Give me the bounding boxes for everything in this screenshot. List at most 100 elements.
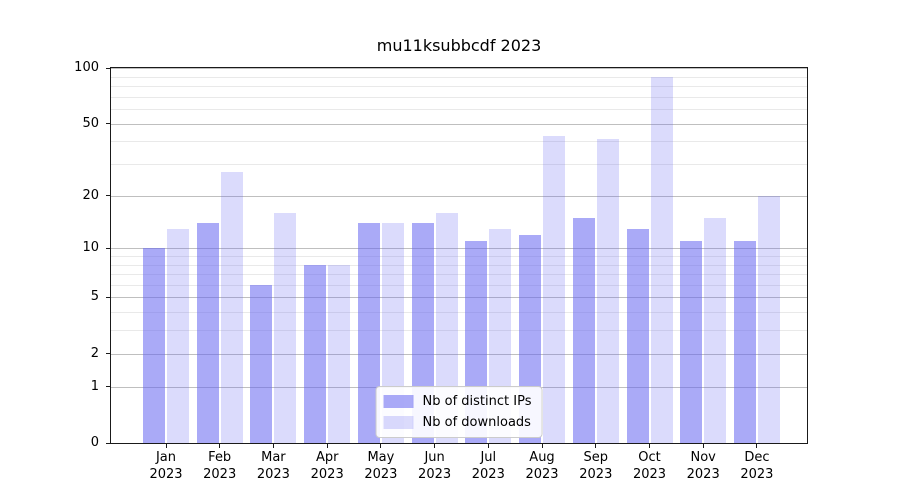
minor-gridline <box>111 76 807 78</box>
x-tick-label: May 2023 <box>349 449 413 483</box>
x-tick-mark <box>595 444 597 448</box>
bar-downloads <box>543 135 565 443</box>
major-gridline <box>111 248 807 250</box>
y-tick-label: 100 <box>74 60 99 75</box>
x-tick-label-year: 2023 <box>364 467 398 482</box>
legend: Nb of distinct IPs Nb of downloads <box>375 386 543 438</box>
x-tick-label-month: Dec <box>744 450 770 465</box>
x-tick-label: Feb 2023 <box>188 449 252 483</box>
major-gridline <box>111 68 807 69</box>
legend-swatch-distinct-ips <box>383 395 414 408</box>
y-tick-mark <box>106 353 110 355</box>
bar-downloads <box>650 76 673 443</box>
y-tick-mark <box>106 123 110 124</box>
x-tick-label-year: 2023 <box>579 467 613 482</box>
x-tick-label: Oct 2023 <box>618 449 682 483</box>
x-tick-label-month: Nov <box>690 450 716 465</box>
x-tick-label-month: Aug <box>529 450 555 465</box>
bar-downloads <box>757 195 780 443</box>
minor-gridline <box>111 96 807 98</box>
x-tick-label: Nov 2023 <box>671 449 735 483</box>
x-tick-label-month: Sep <box>583 450 609 465</box>
y-tick-mark <box>106 296 110 298</box>
y-tick-label: 50 <box>82 115 99 131</box>
x-tick-label: Dec 2023 <box>725 449 789 483</box>
x-tick-label: Jun 2023 <box>403 449 467 483</box>
legend-label: Nb of distinct IPs <box>422 394 532 409</box>
x-tick-mark <box>649 444 650 448</box>
bar-downloads <box>274 212 297 443</box>
x-tick-mark <box>487 444 489 448</box>
x-tick-label-month: Jul <box>480 450 497 465</box>
bar-distinct-ips <box>572 217 595 443</box>
x-tick-label: Jan 2023 <box>134 449 198 483</box>
y-tick-label: 0 <box>90 435 99 450</box>
x-tick-mark <box>380 444 382 448</box>
legend-item: Nb of downloads <box>383 412 532 433</box>
bar-distinct-ips <box>143 248 165 443</box>
bar-downloads <box>435 212 458 443</box>
bar-downloads <box>704 217 727 443</box>
x-tick-label: Aug 2023 <box>510 449 574 483</box>
minor-gridline <box>111 330 807 332</box>
x-tick-label: Mar 2023 <box>241 449 305 483</box>
x-tick-label-year: 2023 <box>471 467 505 482</box>
x-tick-label-month: Jan <box>155 450 177 465</box>
chart-title: mu11ksubbcdf 2023 <box>376 36 542 55</box>
x-tick-mark <box>756 444 758 448</box>
x-tick-label: Sep 2023 <box>564 449 628 483</box>
x-tick-label-month: Oct <box>638 450 661 465</box>
x-tick-label-year: 2023 <box>525 467 559 482</box>
bar-distinct-ips <box>733 241 756 443</box>
plot-area: Nb of distinct IPs Nb of downloads <box>110 67 808 444</box>
minor-gridline <box>111 264 807 266</box>
x-tick-label-month: Mar <box>261 450 286 465</box>
minor-gridline <box>111 284 807 286</box>
minor-gridline <box>111 141 807 143</box>
major-gridline <box>111 353 807 355</box>
minor-gridline <box>111 255 807 257</box>
x-tick-label: Jul 2023 <box>456 449 520 483</box>
y-tick-label: 2 <box>90 345 99 361</box>
x-tick-mark <box>434 444 436 448</box>
x-tick-mark <box>165 444 167 448</box>
x-tick-label-year: 2023 <box>310 467 344 482</box>
x-tick-label-year: 2023 <box>686 467 720 482</box>
x-tick-label-year: 2023 <box>740 467 774 482</box>
bar-distinct-ips <box>357 223 380 443</box>
x-tick-mark <box>541 444 543 448</box>
bar-downloads <box>167 228 189 443</box>
bar-distinct-ips <box>304 264 327 443</box>
major-gridline <box>111 297 807 299</box>
y-tick-mark <box>106 386 110 388</box>
minor-gridline <box>111 274 807 275</box>
x-tick-label: Apr 2023 <box>295 449 359 483</box>
y-tick-mark <box>106 442 110 444</box>
y-tick-mark <box>106 67 110 69</box>
bar-distinct-ips <box>250 284 273 443</box>
y-tick-label: 1 <box>90 378 99 394</box>
x-tick-mark <box>219 444 221 448</box>
x-tick-label-month: Apr <box>315 450 339 465</box>
major-gridline <box>111 123 807 125</box>
bar-downloads <box>596 139 619 443</box>
x-tick-label-year: 2023 <box>256 467 290 482</box>
bar-distinct-ips <box>196 223 219 443</box>
major-gridline <box>111 195 807 197</box>
x-tick-label-year: 2023 <box>149 467 183 482</box>
bar-distinct-ips <box>626 228 649 443</box>
y-tick-mark <box>106 247 110 249</box>
x-tick-label-month: May <box>367 450 395 465</box>
y-tick-label: 5 <box>90 289 99 305</box>
minor-gridline <box>111 312 807 314</box>
x-tick-mark <box>702 444 704 448</box>
x-tick-label-year: 2023 <box>418 467 452 482</box>
y-tick-mark <box>106 195 110 197</box>
x-tick-label-year: 2023 <box>632 467 667 482</box>
x-tick-label-month: Jun <box>424 450 445 465</box>
x-tick-mark <box>326 444 328 448</box>
bar-downloads <box>220 172 243 443</box>
x-tick-label-month: Feb <box>208 450 232 465</box>
minor-gridline <box>111 164 807 165</box>
